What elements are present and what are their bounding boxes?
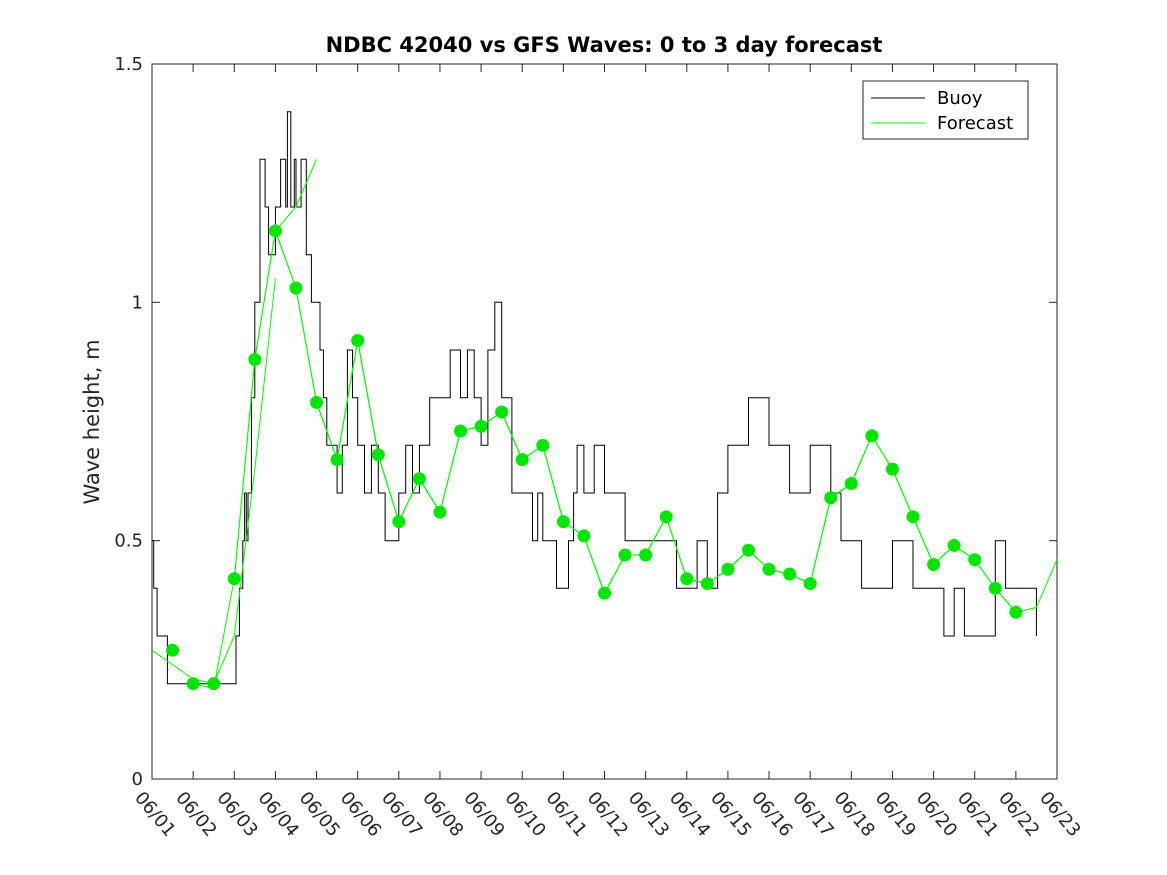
forecast-marker-point <box>844 476 858 490</box>
forecast-marker-point <box>412 472 426 486</box>
forecast-marker-point <box>680 572 694 586</box>
y-tick-label: 1 <box>132 292 143 313</box>
forecast-marker-point <box>803 577 817 591</box>
y-axis-label: Wave height, m <box>80 339 104 504</box>
forecast-marker-point <box>1009 605 1023 619</box>
legend-label-buoy: Buoy <box>937 88 983 109</box>
forecast-marker-point <box>289 281 303 295</box>
axes-box <box>151 63 1058 780</box>
forecast-marker-point <box>865 429 879 443</box>
forecast-marker-point <box>968 553 982 567</box>
forecast-marker-point <box>495 405 509 419</box>
forecast-marker-point <box>515 453 529 467</box>
forecast-marker-point <box>700 577 714 591</box>
forecast-marker-point <box>454 424 468 438</box>
y-tick-label: 1.5 <box>114 54 143 75</box>
forecast-marker-point <box>988 581 1002 595</box>
forecast-marker-point <box>721 562 735 576</box>
forecast-marker-point <box>536 438 550 452</box>
forecast-marker-point <box>310 395 324 409</box>
forecast-marker-point <box>741 543 755 557</box>
forecast-marker-point <box>947 538 961 552</box>
buoy-series-line <box>152 111 1037 685</box>
forecast-marker-point <box>577 529 591 543</box>
forecast-marker-point <box>885 462 899 476</box>
chart-title: NDBC 42040 vs GFS Waves: 0 to 3 day fore… <box>326 33 883 57</box>
forecast-marker-point <box>433 505 447 519</box>
forecast-marker-point <box>906 510 920 524</box>
forecast-marker-point <box>824 491 838 505</box>
forecast-marker-point <box>166 643 180 657</box>
forecast-marker-point <box>207 677 221 691</box>
forecast-marker-point <box>598 586 611 600</box>
forecast-marker-point <box>186 677 200 691</box>
forecast-marker-point <box>474 419 488 433</box>
legend-label-forecast: Forecast <box>937 113 1013 134</box>
forecast-marker-point <box>330 453 344 467</box>
forecast-marker-point <box>556 515 570 529</box>
plot-area: 00.511.506/0106/0206/0306/0406/0506/0606… <box>114 54 1084 841</box>
forecast-marker-point <box>248 353 262 367</box>
forecast-marker-point <box>639 548 653 562</box>
y-tick-label: 0 <box>132 769 143 790</box>
forecast-marker-point <box>268 224 282 238</box>
forecast-marker-point <box>351 333 365 347</box>
forecast-marker-point <box>371 448 385 462</box>
forecast-marker-point <box>762 562 776 576</box>
forecast-marker-point <box>927 558 941 571</box>
legend-box <box>862 80 1029 140</box>
forecast-marker-point <box>659 510 673 524</box>
forecast-marker-point <box>392 515 406 529</box>
forecast-marker-point <box>618 548 632 562</box>
forecast-marker-point <box>227 572 241 586</box>
forecast-marker-point <box>783 567 797 581</box>
y-tick-label: 0.5 <box>114 531 143 552</box>
